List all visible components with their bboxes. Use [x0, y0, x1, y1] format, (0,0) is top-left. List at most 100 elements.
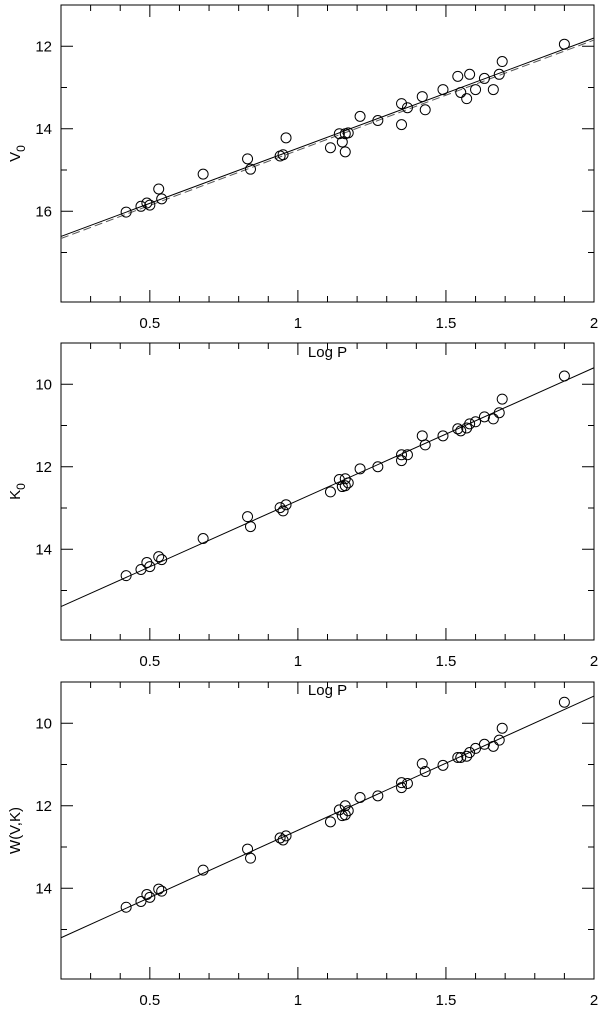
data-point [336, 136, 348, 148]
x-tick-label: 0.5 [139, 992, 160, 1009]
data-point [156, 885, 168, 897]
data-point [478, 411, 490, 423]
x-tick-label: 1.5 [436, 315, 457, 332]
data-point [396, 119, 408, 131]
data-point [156, 554, 168, 566]
data-point [470, 416, 482, 428]
data-point [197, 533, 209, 545]
data-point [396, 449, 408, 461]
data-point [342, 127, 354, 139]
data-point [120, 570, 132, 582]
data-point [396, 98, 408, 110]
data-point [437, 759, 449, 771]
data-point [245, 521, 257, 533]
data-point [144, 199, 156, 211]
data-point [339, 480, 351, 492]
data-point [493, 734, 505, 746]
data-point [461, 750, 473, 762]
data-point [437, 84, 449, 96]
data-point [461, 93, 473, 105]
data-point [342, 477, 354, 489]
x-axis-label: Log P [308, 344, 347, 361]
data-point [487, 740, 499, 752]
data-point [470, 84, 482, 96]
data-point [280, 499, 292, 511]
data-point [487, 413, 499, 425]
data-point [416, 91, 428, 103]
data-point [153, 183, 165, 195]
data-point [141, 888, 153, 900]
data-point [416, 758, 428, 770]
data-point [401, 777, 413, 789]
data-point [372, 461, 384, 473]
data-point [401, 449, 413, 461]
y-axis-label-sub: 0 [14, 145, 28, 152]
panel: 0.5 1 1.5 2 10 12 14 Log P K0 [7, 342, 598, 699]
data-point [372, 790, 384, 802]
y-axis-label-sub: 0 [14, 483, 28, 490]
data-point [464, 747, 476, 759]
data-point [274, 832, 286, 844]
y-tick-label: 14 [35, 541, 52, 558]
data-point [144, 891, 156, 903]
x-tick-label: 2 [590, 653, 598, 670]
y-tick-label: 12 [35, 798, 52, 815]
data-point [496, 393, 508, 405]
data-point [280, 830, 292, 842]
data-point [197, 168, 209, 180]
x-tick-label: 1 [294, 315, 302, 332]
data-point [354, 110, 366, 122]
y-axis-label: V0 [7, 145, 28, 162]
data-point [419, 439, 431, 451]
x-tick-label: 2 [590, 315, 598, 332]
panel: 0.5 1 1.5 2 10 12 14 Log P W(V,K) [7, 681, 598, 1024]
data-point [135, 200, 147, 212]
data-point [242, 843, 254, 855]
data-point [455, 86, 467, 98]
data-point [558, 696, 570, 708]
data-point [558, 370, 570, 382]
data-point [452, 751, 464, 763]
data-point [496, 56, 508, 68]
data-point [277, 505, 289, 517]
data-point [197, 864, 209, 876]
data-point [144, 561, 156, 573]
y-tick-label: 16 [35, 203, 52, 220]
data-point [464, 68, 476, 80]
data-point [354, 792, 366, 803]
x-tick-label: 1.5 [436, 653, 457, 670]
data-point [339, 146, 351, 158]
data-point [396, 777, 408, 789]
data-point [324, 486, 336, 498]
data-point [493, 407, 505, 419]
data-point [558, 38, 570, 50]
data-point [493, 68, 505, 80]
data-point [141, 197, 153, 209]
data-point [455, 425, 467, 437]
x-tick-label: 2 [590, 992, 598, 1009]
plot-frame [60, 342, 595, 641]
data-point [342, 805, 354, 817]
data-point [452, 423, 464, 435]
data-point [487, 84, 499, 96]
data-point [470, 742, 482, 754]
data-point [437, 430, 449, 442]
data-point [324, 142, 336, 154]
data-point [452, 70, 464, 82]
x-tick-label: 1.5 [436, 992, 457, 1009]
x-tick-label: 1 [294, 992, 302, 1009]
data-point [242, 511, 254, 523]
fit-line [60, 695, 595, 939]
data-point [280, 132, 292, 144]
data-point [156, 193, 168, 205]
data-point [401, 102, 413, 114]
fit-line [60, 39, 595, 239]
data-point [416, 430, 428, 442]
data-point [274, 502, 286, 514]
data-point [120, 206, 132, 218]
data-point [419, 766, 431, 778]
data-point [153, 883, 165, 895]
data-point [333, 128, 345, 140]
